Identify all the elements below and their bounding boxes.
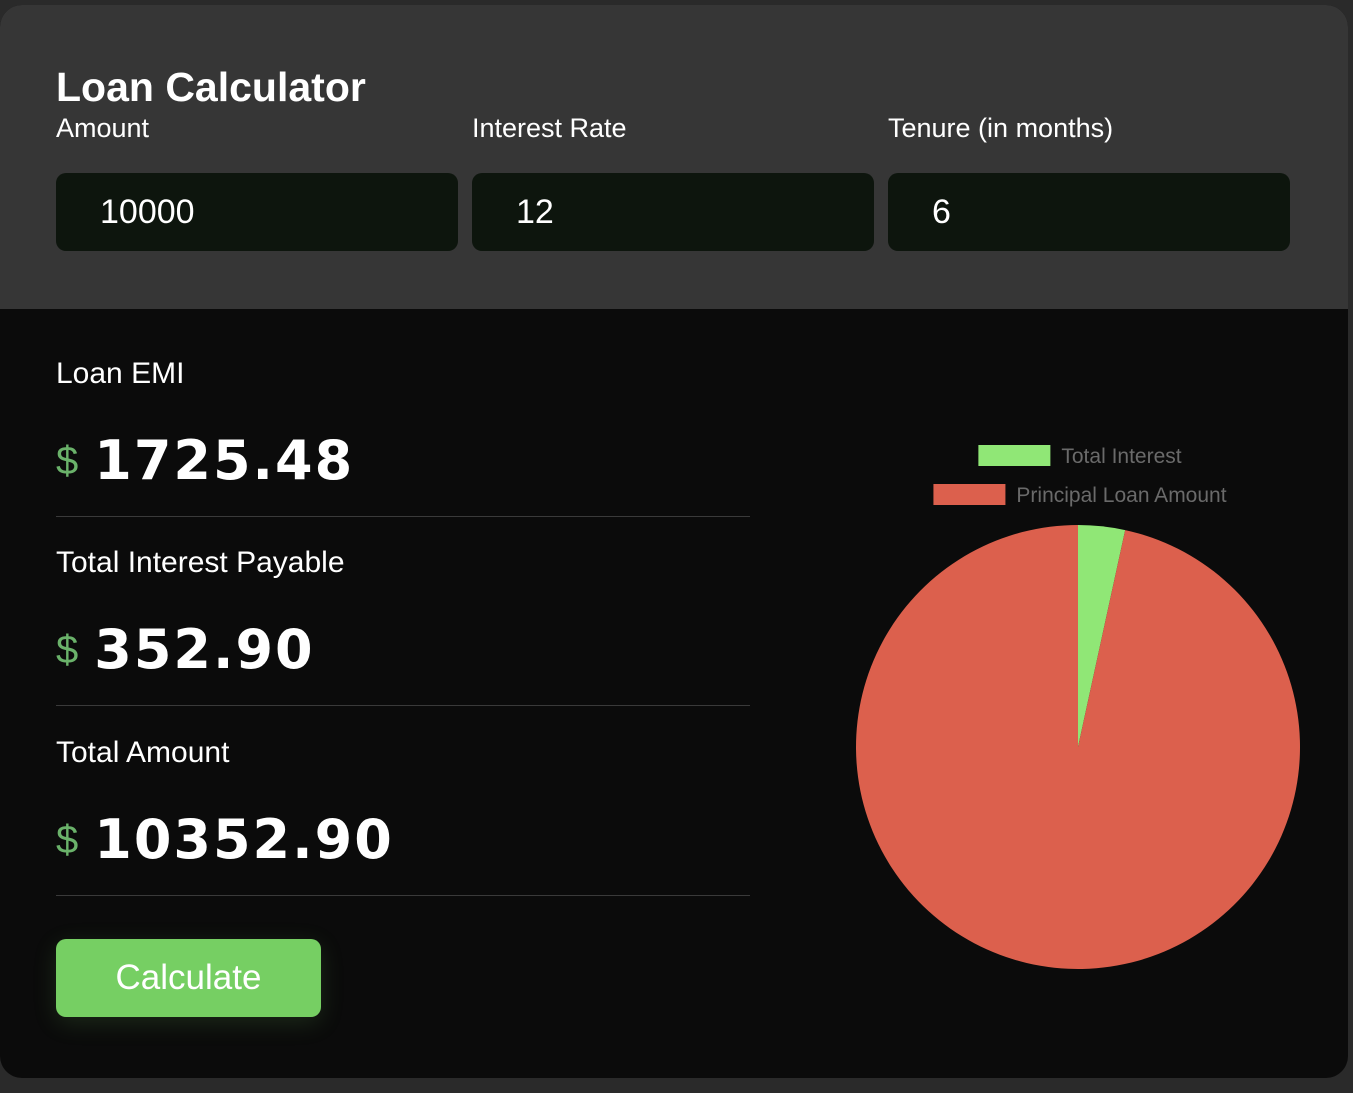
page-title: Loan Calculator: [56, 64, 366, 110]
loan-breakdown-pie-chart: Total Interest Principal Loan Amount: [856, 445, 1300, 970]
interest-label: Total Interest Payable: [56, 546, 345, 579]
emi-label: Loan EMI: [56, 357, 185, 390]
legend-label: Total Interest: [1061, 445, 1181, 468]
interest-rate-input[interactable]: [472, 173, 874, 251]
amount-input[interactable]: [56, 173, 458, 251]
legend-item[interactable]: Total Interest: [978, 445, 1182, 468]
currency-symbol: $: [56, 628, 79, 672]
interest-value-row: $352.90: [56, 618, 315, 682]
legend-item[interactable]: Principal Loan Amount: [933, 484, 1227, 507]
pie-slice-total-interest[interactable]: [1078, 525, 1126, 747]
divider: [56, 705, 750, 706]
legend-swatch: [978, 445, 1051, 466]
pie-slice-principal[interactable]: [856, 525, 1300, 970]
total-value-row: $10352.90: [56, 808, 394, 872]
total-label: Total Amount: [56, 736, 230, 769]
emi-value-row: $1725.48: [56, 429, 354, 493]
total-value: 10352.90: [94, 808, 394, 871]
currency-symbol: $: [56, 439, 79, 483]
legend-swatch: [933, 484, 1006, 505]
input-panel: Loan Calculator Amount Interest Rate Ten…: [0, 5, 1348, 309]
calculate-button[interactable]: Calculate: [56, 939, 321, 1017]
currency-symbol: $: [56, 818, 79, 862]
tenure-input[interactable]: [888, 173, 1290, 251]
amount-label: Amount: [56, 113, 150, 143]
interest-value: 352.90: [94, 618, 315, 681]
divider: [56, 895, 750, 896]
tenure-label: Tenure (in months): [888, 113, 1114, 143]
legend-label: Principal Loan Amount: [1016, 484, 1226, 507]
emi-value: 1725.48: [94, 429, 355, 492]
interest-rate-label: Interest Rate: [472, 113, 627, 143]
divider: [56, 516, 750, 517]
loan-calculator-card: Loan Calculator Amount Interest Rate Ten…: [0, 5, 1348, 1078]
